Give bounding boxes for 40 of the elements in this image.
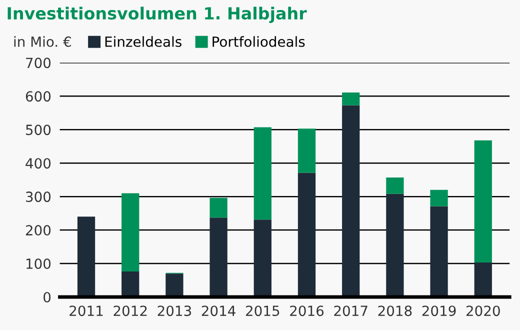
x-tick-label: 2013 xyxy=(158,306,192,316)
y-tick-label: 600 xyxy=(26,91,51,102)
legend-label: Einzeldeals xyxy=(105,36,182,47)
bar xyxy=(386,178,404,194)
x-tick-label: 2020 xyxy=(466,306,500,316)
y-tick-label: 500 xyxy=(26,124,51,136)
y-tick-label: 0 xyxy=(44,292,51,302)
bar xyxy=(474,262,492,297)
bar xyxy=(298,172,316,297)
x-tick-label: 2015 xyxy=(246,306,280,316)
x-tick-label: 2012 xyxy=(114,306,147,316)
x-tick-label: 2017 xyxy=(334,306,368,316)
x-tick-label: 2016 xyxy=(290,306,324,316)
x-tick-label: 2018 xyxy=(378,306,412,316)
y-axis-title: in Mio. € xyxy=(14,36,71,47)
bar xyxy=(210,218,228,297)
bar xyxy=(430,206,448,297)
chart-title: Investitionsvolumen 1. Halbjahr xyxy=(8,6,307,23)
bar xyxy=(430,190,448,206)
y-tick-label: 700 xyxy=(26,58,51,68)
bar xyxy=(77,216,96,297)
x-tick-label: 2011 xyxy=(70,306,103,316)
legend-label: Portfoliodeals xyxy=(212,36,305,47)
bar xyxy=(342,92,360,106)
bar xyxy=(342,105,360,297)
bar xyxy=(386,194,404,297)
x-tick-label: 2019 xyxy=(422,306,456,316)
bar xyxy=(122,193,140,272)
bar xyxy=(298,128,316,173)
bar xyxy=(166,274,184,297)
y-tick-label: 300 xyxy=(26,192,51,202)
y-tick-label: 400 xyxy=(26,158,51,169)
y-tick-label: 100 xyxy=(26,258,51,270)
bar xyxy=(474,140,492,263)
y-tick-label: 200 xyxy=(26,225,51,236)
bar xyxy=(254,127,272,220)
bar xyxy=(210,198,228,218)
x-tick-label: 2014 xyxy=(202,306,236,316)
bar xyxy=(254,220,272,297)
bar xyxy=(122,272,140,297)
